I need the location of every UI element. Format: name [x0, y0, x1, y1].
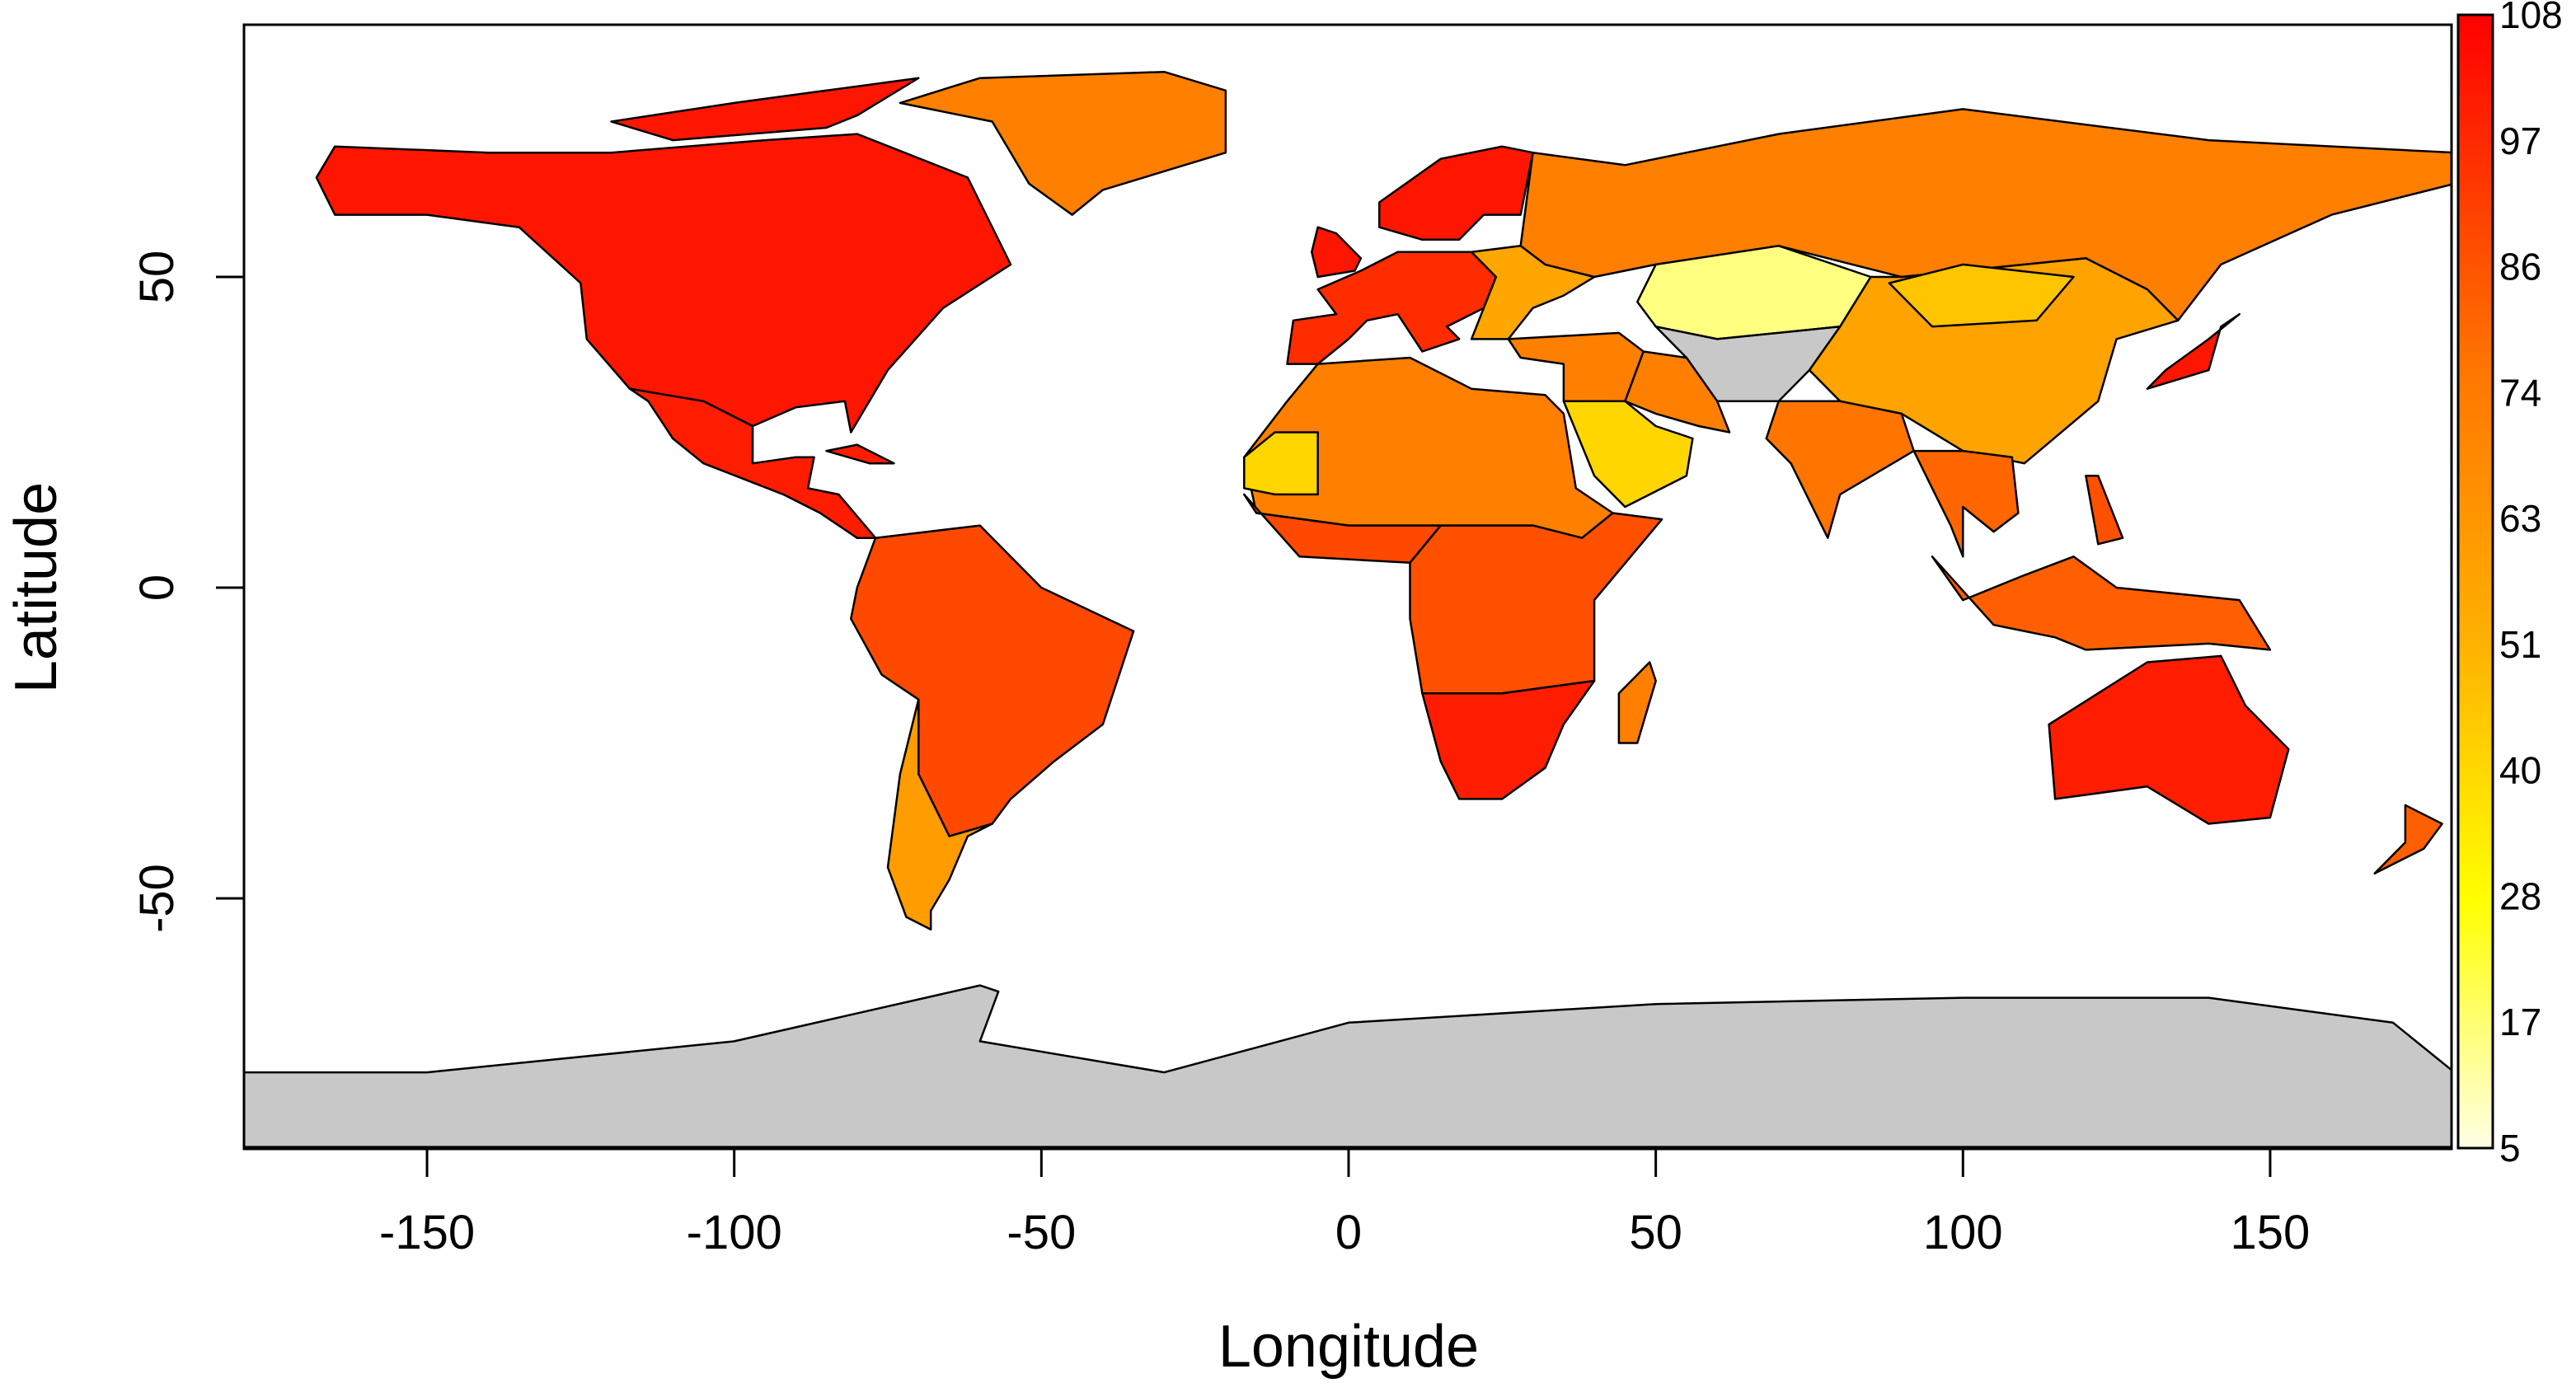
region — [886, 698, 993, 931]
region-no-data — [244, 984, 2452, 1148]
x-tick-label: 100 — [1923, 1206, 2003, 1259]
x-tick-label: 50 — [1629, 1206, 1682, 1259]
region — [850, 524, 1135, 837]
colorbar-tick-label: 63 — [2499, 497, 2541, 540]
region — [1931, 556, 2272, 651]
colorbar — [2456, 13, 2494, 1150]
region — [1507, 331, 1645, 403]
region — [2085, 475, 2124, 546]
region — [1912, 449, 2020, 558]
x-tick-label: -150 — [379, 1206, 475, 1259]
region — [1378, 145, 1534, 241]
region — [1311, 226, 1363, 279]
region — [1888, 263, 2075, 328]
x-tick-label: 150 — [2231, 1206, 2311, 1259]
region — [628, 387, 877, 539]
y-tick-label: -50 — [130, 864, 184, 933]
y-tick-label: 0 — [130, 574, 184, 601]
region — [1421, 679, 1596, 800]
x-tick-label: -100 — [687, 1206, 782, 1259]
x-tick-label: -50 — [1006, 1206, 1076, 1259]
region — [2048, 654, 2290, 825]
region — [899, 70, 1227, 216]
region — [315, 133, 1012, 434]
colorbar-tick-label: 17 — [2499, 1001, 2541, 1043]
x-tick-label: 0 — [1335, 1206, 1362, 1259]
y-tick-label: 50 — [130, 251, 184, 304]
colorbar-tick-label: 74 — [2499, 371, 2541, 414]
colorbar-tick-label: 5 — [2499, 1127, 2521, 1170]
colorbar-tick-label: 51 — [2499, 623, 2541, 666]
region — [2373, 804, 2443, 875]
region — [2146, 312, 2241, 390]
y-axis-title: Latitude — [3, 482, 69, 693]
colorbar-tick-label: 97 — [2499, 120, 2541, 162]
colorbar-tick-label: 108 — [2499, 0, 2563, 36]
region — [1808, 257, 2180, 465]
colorbar-tick-label: 28 — [2499, 874, 2541, 917]
region — [1624, 350, 1731, 434]
x-axis: -150 -100 -50 0 50 100 150 — [379, 1149, 2310, 1259]
region — [1409, 512, 1663, 695]
colorbar-tick-label: 40 — [2499, 749, 2541, 792]
colorbar-labels: 5 17 28 40 51 63 74 86 97 108 — [2499, 0, 2563, 1170]
country-regions — [244, 70, 2452, 1148]
region — [610, 77, 920, 142]
region — [1562, 400, 1694, 509]
region — [1617, 661, 1657, 744]
region — [1765, 400, 1915, 539]
region — [1243, 431, 1319, 496]
colorbar-tick-label: 86 — [2499, 246, 2541, 288]
y-axis: -50 0 50 — [130, 251, 244, 933]
region — [825, 443, 895, 465]
x-axis-title: Longitude — [1218, 1314, 1479, 1380]
